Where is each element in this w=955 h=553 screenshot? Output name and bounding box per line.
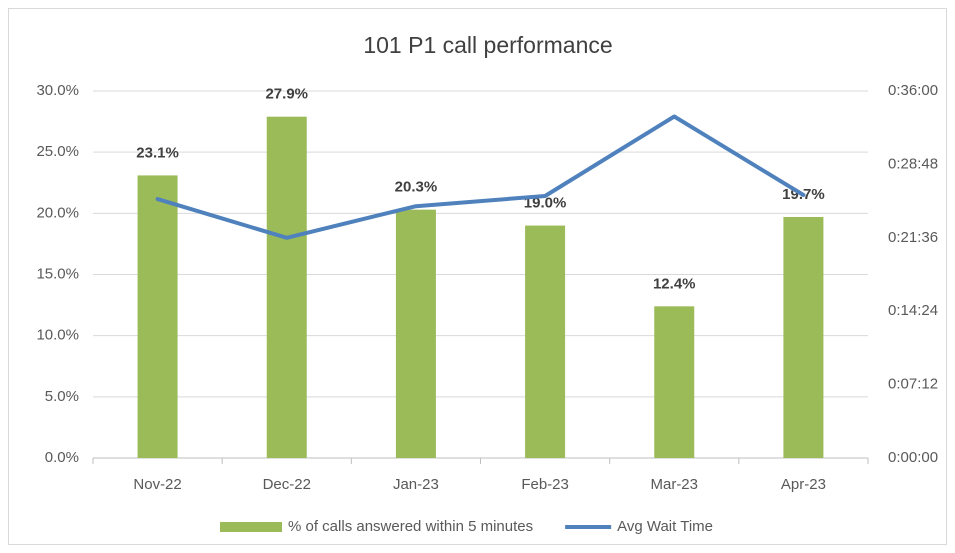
y-tick-label: 5.0% — [45, 388, 79, 405]
chart-title: 101 P1 call performance — [363, 32, 612, 58]
y-tick-label: 30.0% — [36, 82, 79, 99]
y2-tick-label: 0:00:00 — [888, 449, 938, 466]
data-label: 12.4% — [653, 275, 696, 292]
bar — [137, 175, 178, 458]
y-tick-label: 10.0% — [36, 327, 79, 344]
x-tick-label: Dec-22 — [263, 476, 311, 493]
x-tick-label: Jan-23 — [393, 476, 439, 493]
legend-swatch — [220, 522, 282, 532]
x-tick-label: Feb-23 — [521, 476, 569, 493]
legend-label: Avg Wait Time — [617, 518, 713, 535]
bar — [654, 306, 695, 458]
x-tick-label: Nov-22 — [133, 476, 181, 493]
bar — [525, 225, 566, 458]
y-tick-label: 0.0% — [45, 449, 79, 466]
data-label: 27.9% — [265, 86, 308, 103]
legend-label: % of calls answered within 5 minutes — [288, 518, 533, 535]
y2-tick-label: 0:21:36 — [888, 229, 938, 246]
x-tick-label: Apr-23 — [781, 476, 826, 493]
x-tick-label: Mar-23 — [650, 476, 698, 493]
bar — [783, 217, 824, 458]
data-label: 23.1% — [136, 144, 179, 161]
y2-tick-label: 0:14:24 — [888, 302, 938, 319]
bar — [395, 209, 436, 458]
y2-tick-label: 0:07:12 — [888, 376, 938, 393]
bar — [266, 116, 307, 458]
y-tick-label: 20.0% — [36, 204, 79, 221]
y-tick-label: 15.0% — [36, 265, 79, 282]
y-tick-label: 25.0% — [36, 143, 79, 160]
y2-tick-label: 0:28:48 — [888, 155, 938, 172]
data-label: 20.3% — [395, 179, 438, 196]
line — [155, 114, 806, 240]
y2-tick-label: 0:36:00 — [888, 82, 938, 99]
